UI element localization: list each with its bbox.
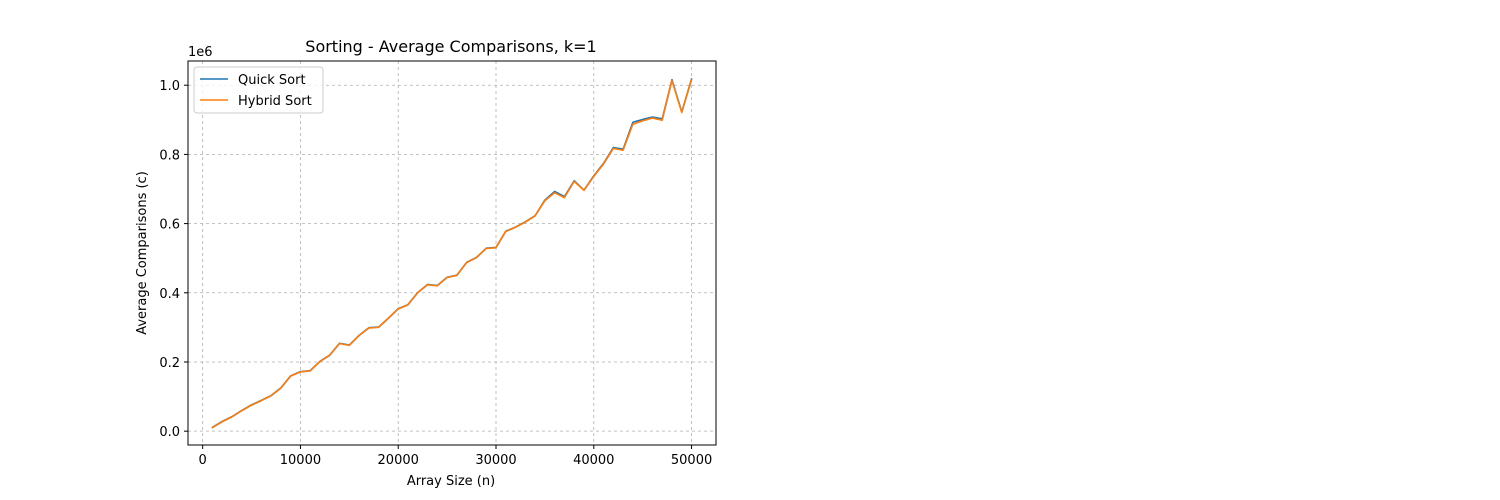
x-tick-label: 50000 — [671, 453, 712, 468]
x-tick-label: 20000 — [378, 453, 419, 468]
y-tick-label: 0.6 — [159, 218, 180, 233]
x-tick-label: 0 — [199, 453, 207, 468]
y-tick-label: 0.0 — [159, 425, 180, 440]
plot-frame — [187, 60, 717, 446]
series-line-hybrid-sort — [211, 79, 693, 429]
x-tick-label: 30000 — [475, 453, 516, 468]
x-axis-label: Array Size (n) — [407, 474, 495, 489]
x-tick-label: 10000 — [280, 453, 321, 468]
y-tick-label: 0.4 — [159, 287, 180, 302]
y-tick-label: 0.2 — [159, 356, 180, 371]
x-tick-label: 40000 — [573, 453, 614, 468]
y-tick-label: 1.0 — [159, 79, 180, 94]
legend: Quick Sort Hybrid Sort — [193, 66, 324, 114]
chart-title: Sorting - Average Comparisons, k=1 — [305, 37, 596, 56]
x-axis-ticks: 0 10000 20000 30000 40000 50000 — [199, 445, 712, 468]
legend-label: Quick Sort — [238, 73, 306, 88]
legend-label: Hybrid Sort — [238, 94, 312, 109]
y-axis-ticks: 0.0 0.2 0.4 0.6 0.8 1.0 — [159, 79, 188, 440]
series-lines — [211, 78, 693, 429]
y-axis-label: Average Comparisons (c) — [135, 171, 150, 335]
grid — [188, 61, 716, 445]
y-tick-label: 0.8 — [159, 148, 180, 163]
y-offset-label: 1e6 — [188, 45, 213, 60]
